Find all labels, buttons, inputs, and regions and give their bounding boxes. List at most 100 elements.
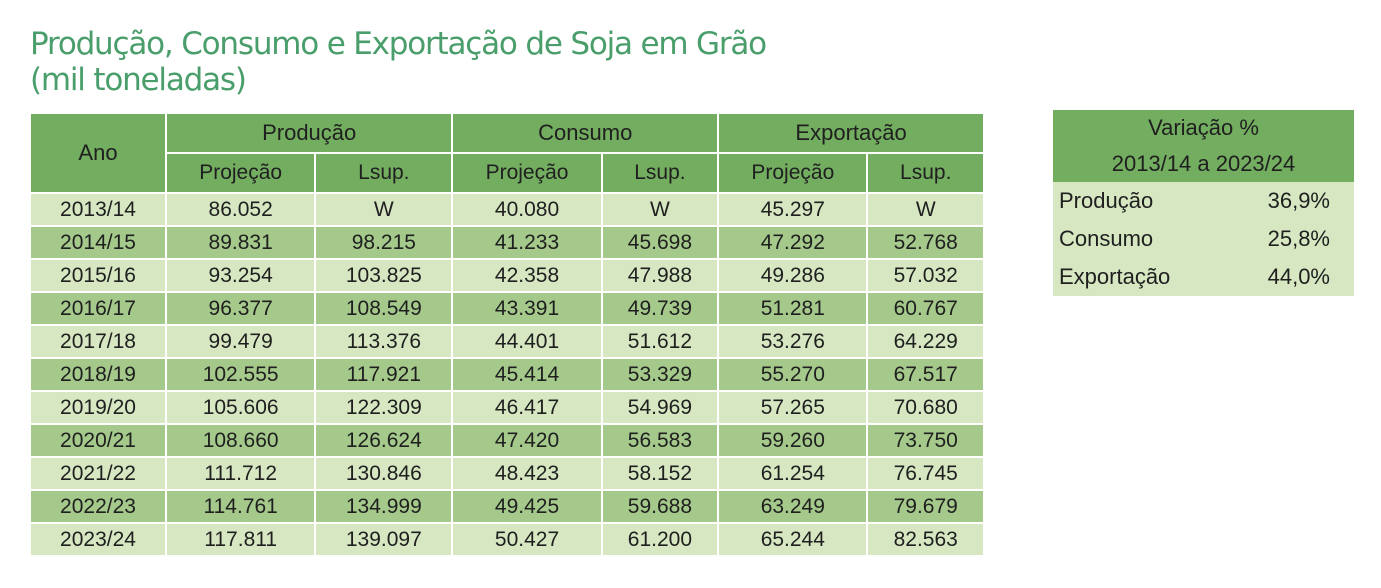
cell-consumo-lsup: 56.583 xyxy=(600,423,720,458)
variation-row-exportacao: Exportação 44,0% xyxy=(1053,258,1354,296)
cell-exportacao-lsup: 52.768 xyxy=(866,225,985,260)
cell-producao-projecao: 86.052 xyxy=(164,192,317,227)
variation-row-producao: Produção 36,9% xyxy=(1053,182,1354,220)
variation-label: Exportação xyxy=(1053,258,1226,296)
cell-producao-projecao: 117.811 xyxy=(164,522,317,557)
cell-producao-projecao: 108.660 xyxy=(164,423,317,458)
cell-exportacao-projecao: 45.297 xyxy=(717,192,869,227)
cell-exportacao-projecao: 49.286 xyxy=(717,258,869,293)
subheader-lsup-producao: Lsup. xyxy=(314,152,454,194)
cell-producao-lsup: 117.921 xyxy=(314,357,454,392)
header-ano: Ano xyxy=(29,112,167,194)
cell-ano: 2014/15 xyxy=(29,225,167,260)
cell-producao-lsup: 134.999 xyxy=(314,489,454,524)
cell-producao-projecao: 111.712 xyxy=(164,456,317,491)
cell-exportacao-lsup: 64.229 xyxy=(866,324,985,359)
cell-exportacao-lsup: 70.680 xyxy=(866,390,985,425)
cell-consumo-lsup: 54.969 xyxy=(600,390,720,425)
table-row: 2020/21 108.660 126.624 47.420 56.583 59.260 7… xyxy=(29,423,985,458)
cell-exportacao-lsup: W xyxy=(866,192,985,227)
cell-exportacao-projecao: 65.244 xyxy=(717,522,869,557)
cell-consumo-lsup: 47.988 xyxy=(600,258,720,293)
cell-producao-lsup: 113.376 xyxy=(314,324,454,359)
cell-producao-lsup: 130.846 xyxy=(314,456,454,491)
cell-ano: 2019/20 xyxy=(29,390,167,425)
variation-value: 36,9% xyxy=(1225,182,1354,220)
cell-consumo-lsup: 49.739 xyxy=(600,291,720,326)
cell-consumo-projecao: 42.358 xyxy=(451,258,603,293)
cell-consumo-lsup: W xyxy=(600,192,720,227)
table-row: 2013/14 86.052 W 40.080 W 45.297 W xyxy=(29,192,985,227)
table-row: 2015/16 93.254 103.825 42.358 47.988 49.286 57… xyxy=(29,258,985,293)
title-unit: (mil toneladas) xyxy=(30,62,247,98)
header-consumo: Consumo xyxy=(451,112,720,154)
cell-ano: 2015/16 xyxy=(29,258,167,293)
cell-exportacao-projecao: 51.281 xyxy=(717,291,869,326)
cell-exportacao-lsup: 76.745 xyxy=(866,456,985,491)
variation-table: Variação % 2013/14 a 2023/24 Produção 36… xyxy=(1053,110,1354,296)
cell-producao-projecao: 114.761 xyxy=(164,489,317,524)
cell-producao-lsup: 126.624 xyxy=(314,423,454,458)
variation-value: 44,0% xyxy=(1225,258,1354,296)
cell-consumo-projecao: 45.414 xyxy=(451,357,603,392)
cell-ano: 2021/22 xyxy=(29,456,167,491)
cell-consumo-projecao: 46.417 xyxy=(451,390,603,425)
variation-value: 25,8% xyxy=(1225,220,1354,258)
soy-data-table: Ano Produção Consumo Exportação Projeção… xyxy=(29,112,985,557)
cell-exportacao-projecao: 53.276 xyxy=(717,324,869,359)
cell-exportacao-lsup: 73.750 xyxy=(866,423,985,458)
cell-ano: 2018/19 xyxy=(29,357,167,392)
variation-label: Consumo xyxy=(1053,220,1226,258)
variation-header-period: 2013/14 a 2023/24 xyxy=(1053,146,1354,182)
cell-exportacao-lsup: 60.767 xyxy=(866,291,985,326)
cell-producao-lsup: 108.549 xyxy=(314,291,454,326)
cell-producao-projecao: 102.555 xyxy=(164,357,317,392)
header-producao: Produção xyxy=(164,112,454,154)
table-row: 2019/20 105.606 122.309 46.417 54.969 57.265 7… xyxy=(29,390,985,425)
cell-consumo-lsup: 61.200 xyxy=(600,522,720,557)
table-row: 2022/23 114.761 134.999 49.425 59.688 63.249 7… xyxy=(29,489,985,524)
cell-exportacao-projecao: 61.254 xyxy=(717,456,869,491)
cell-consumo-lsup: 51.612 xyxy=(600,324,720,359)
cell-consumo-projecao: 44.401 xyxy=(451,324,603,359)
subheader-lsup-exportacao: Lsup. xyxy=(866,152,985,194)
cell-producao-lsup: 122.309 xyxy=(314,390,454,425)
table-row: 2014/15 89.831 98.215 41.233 45.698 47.292 52.… xyxy=(29,225,985,260)
table-row: 2017/18 99.479 113.376 44.401 51.612 53.276 64… xyxy=(29,324,985,359)
cell-ano: 2022/23 xyxy=(29,489,167,524)
cell-exportacao-projecao: 57.265 xyxy=(717,390,869,425)
cell-exportacao-projecao: 55.270 xyxy=(717,357,869,392)
subheader-projecao-consumo: Projeção xyxy=(451,152,603,194)
cell-ano: 2020/21 xyxy=(29,423,167,458)
variation-header-title: Variação % xyxy=(1053,110,1354,146)
cell-producao-lsup: 98.215 xyxy=(314,225,454,260)
cell-consumo-projecao: 50.427 xyxy=(451,522,603,557)
table-row: 2018/19 102.555 117.921 45.414 53.329 55.270 6… xyxy=(29,357,985,392)
cell-consumo-lsup: 53.329 xyxy=(600,357,720,392)
cell-consumo-lsup: 45.698 xyxy=(600,225,720,260)
cell-consumo-projecao: 49.425 xyxy=(451,489,603,524)
cell-ano: 2023/24 xyxy=(29,522,167,557)
cell-consumo-projecao: 47.420 xyxy=(451,423,603,458)
subheader-projecao-exportacao: Projeção xyxy=(717,152,869,194)
cell-producao-projecao: 105.606 xyxy=(164,390,317,425)
cell-ano: 2013/14 xyxy=(29,192,167,227)
cell-producao-lsup: 139.097 xyxy=(314,522,454,557)
cell-exportacao-projecao: 59.260 xyxy=(717,423,869,458)
cell-producao-projecao: 99.479 xyxy=(164,324,317,359)
cell-consumo-projecao: 41.233 xyxy=(451,225,603,260)
cell-exportacao-projecao: 63.249 xyxy=(717,489,869,524)
variation-label: Produção xyxy=(1053,182,1226,220)
cell-producao-projecao: 93.254 xyxy=(164,258,317,293)
cell-exportacao-lsup: 79.679 xyxy=(866,489,985,524)
cell-consumo-lsup: 59.688 xyxy=(600,489,720,524)
header-exportacao: Exportação xyxy=(717,112,985,154)
subheader-projecao-producao: Projeção xyxy=(164,152,317,194)
cell-exportacao-lsup: 57.032 xyxy=(866,258,985,293)
cell-exportacao-lsup: 67.517 xyxy=(866,357,985,392)
cell-consumo-lsup: 58.152 xyxy=(600,456,720,491)
cell-producao-lsup: W xyxy=(314,192,454,227)
cell-producao-projecao: 96.377 xyxy=(164,291,317,326)
cell-exportacao-projecao: 47.292 xyxy=(717,225,869,260)
cell-ano: 2016/17 xyxy=(29,291,167,326)
